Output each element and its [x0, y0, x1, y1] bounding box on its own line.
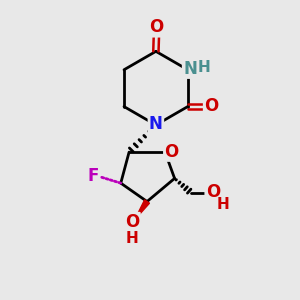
Text: H: H: [126, 231, 139, 246]
Polygon shape: [135, 200, 149, 220]
Text: O: O: [164, 142, 178, 160]
Text: H: H: [198, 60, 211, 75]
Text: O: O: [204, 97, 218, 115]
Text: O: O: [149, 18, 164, 36]
Text: N: N: [149, 116, 163, 134]
Text: H: H: [217, 197, 230, 212]
Text: N: N: [183, 60, 197, 78]
Text: O: O: [206, 183, 220, 201]
Text: F: F: [87, 167, 99, 185]
Text: O: O: [125, 213, 140, 231]
